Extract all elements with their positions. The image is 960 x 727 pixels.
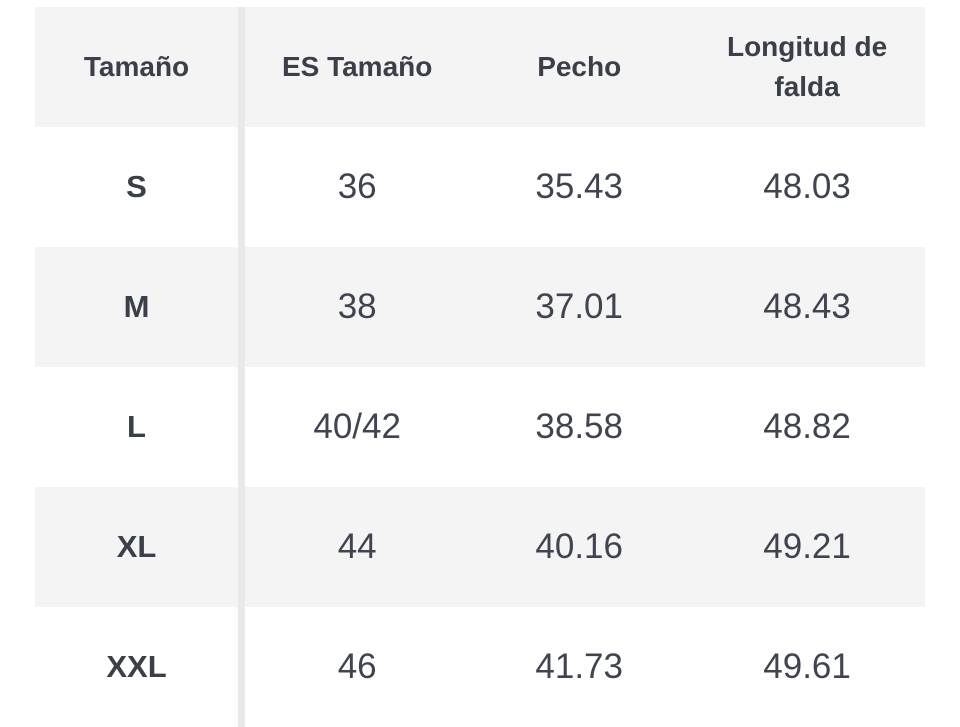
chest-value: 38.58: [535, 407, 623, 446]
es-size-value: 36: [337, 167, 377, 206]
chest-value: 37.01: [469, 247, 690, 367]
skirt-length-value: 49.21: [689, 487, 925, 607]
table-header-row: Tamaño ES Tamaño Pecho Longitud de falda: [35, 7, 925, 127]
chest-value: 41.73: [535, 647, 623, 686]
es-size-value: 40/42: [313, 407, 401, 446]
table-row-xl: XL 44 40.16 49.21: [35, 487, 925, 607]
es-size-value: 46: [337, 647, 377, 686]
column-header-chest: Pecho: [469, 7, 690, 127]
table-row-m: M 38 37.01 48.43: [35, 247, 925, 367]
size-label: XXL: [35, 607, 246, 727]
es-size-value: 38: [245, 247, 470, 367]
chest-value: 35.43: [535, 167, 623, 206]
column-header-size: Tamaño: [35, 7, 246, 127]
size-chart: Tamaño ES Tamaño Pecho Longitud de falda…: [35, 7, 925, 727]
size-label: L: [35, 367, 246, 487]
size-label: M: [35, 247, 246, 367]
skirt-length-value: 48.43: [689, 247, 925, 367]
size-table: Tamaño ES Tamaño Pecho Longitud de falda…: [35, 7, 925, 727]
table-row-xxl: XXL 46 41.73 49.61: [35, 607, 925, 727]
size-label: S: [35, 127, 246, 247]
table-row-l: L 40/42 38.58 48.82: [35, 367, 925, 487]
es-size-value: 44: [245, 487, 470, 607]
chest-value: 40.16: [469, 487, 690, 607]
column-header-skirt-length: Longitud de falda: [689, 7, 925, 127]
size-label: XL: [35, 487, 246, 607]
skirt-length-value: 48.03: [763, 167, 851, 206]
table-row-s: S 36 35.43 48.03: [35, 127, 925, 247]
skirt-length-value: 48.82: [763, 407, 851, 446]
column-header-es-size: ES Tamaño: [245, 7, 470, 127]
skirt-length-value: 49.61: [763, 647, 851, 686]
